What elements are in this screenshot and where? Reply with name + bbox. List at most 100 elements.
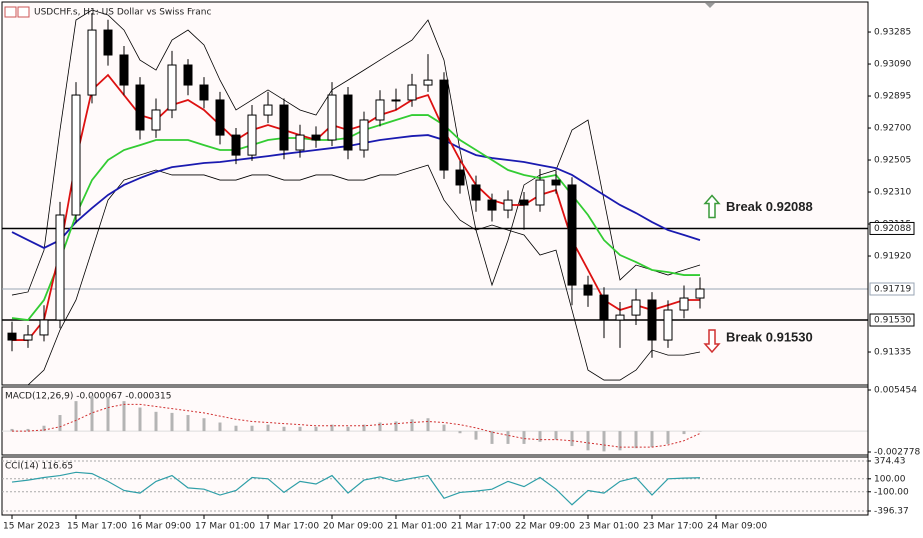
candle-body xyxy=(231,134,241,156)
macd-bar xyxy=(154,411,158,432)
candle-body xyxy=(375,99,385,121)
candle-body xyxy=(7,332,17,341)
macd-bar xyxy=(282,426,286,432)
candle-body xyxy=(167,64,177,111)
y-tick-label: 0.93285 xyxy=(874,28,911,38)
annotation: Break 0.91530 xyxy=(726,329,813,344)
indicator-line xyxy=(11,9,701,296)
macd-bar xyxy=(602,431,606,452)
candle-body xyxy=(567,184,577,286)
macd-bar xyxy=(330,424,334,432)
candle-body xyxy=(151,109,161,131)
macd-bar xyxy=(138,407,142,432)
macd-bar xyxy=(682,431,686,435)
macd-bar xyxy=(586,431,590,451)
level-label: 0.91719 xyxy=(874,285,911,295)
macd-bar xyxy=(554,431,558,440)
level-box xyxy=(869,282,915,296)
macd-bar xyxy=(186,415,190,432)
candle-body xyxy=(103,29,113,56)
candle-body xyxy=(551,179,561,186)
x-tick-label: 23 Mar 17:00 xyxy=(643,522,703,532)
candle-body xyxy=(215,99,225,136)
macd-bar xyxy=(170,412,174,432)
candle-body xyxy=(583,284,593,296)
candle-body xyxy=(679,297,689,311)
macd-bar xyxy=(378,422,382,432)
macd-bar xyxy=(410,419,414,432)
y-tick-label: -100.00 xyxy=(874,487,909,497)
macd-bar xyxy=(74,401,78,432)
macd-panel xyxy=(1,386,869,456)
candle-body xyxy=(279,104,289,151)
macd-bar xyxy=(346,426,350,432)
macd-bar xyxy=(298,426,302,432)
x-tick-label: 17 Mar 17:00 xyxy=(259,522,319,532)
x-tick-label: 17 Mar 01:00 xyxy=(195,522,255,532)
y-tick-label: 0.91920 xyxy=(874,252,911,262)
x-tick-label: 24 Mar 09:00 xyxy=(707,522,767,532)
macd-bar xyxy=(234,425,238,432)
candle-body xyxy=(311,134,321,141)
level-box xyxy=(869,221,915,235)
macd-bar xyxy=(506,431,510,444)
candle-body xyxy=(23,334,33,341)
candle-body xyxy=(455,169,465,186)
y-tick-label: 100.00 xyxy=(874,474,906,484)
level-box xyxy=(869,313,915,327)
macd-bar xyxy=(202,418,206,432)
cci-line xyxy=(11,471,701,506)
macd-bar xyxy=(26,428,30,432)
macd-title: MACD(12,26,9) -0.000067 -0.000315 xyxy=(5,392,171,402)
candle-body xyxy=(663,309,673,341)
chart-title: USDCHF.s, H1: US Dollar vs Swiss Franc xyxy=(34,8,211,18)
candle-body xyxy=(39,319,49,336)
macd-bar xyxy=(362,424,366,432)
candle-body xyxy=(471,184,481,201)
candle-body xyxy=(327,94,337,141)
candle-body xyxy=(407,84,417,101)
macd-bar xyxy=(618,431,622,451)
y-tick-label: 0.92895 xyxy=(874,92,911,102)
x-tick-label: 16 Mar 09:00 xyxy=(131,522,191,532)
macd-bar xyxy=(426,418,430,432)
macd-bar xyxy=(106,396,110,432)
candle-body xyxy=(647,299,657,341)
y-tick-label: 0.92505 xyxy=(874,156,911,166)
candle-body xyxy=(503,199,513,211)
candle-body xyxy=(55,214,65,321)
price-panel xyxy=(1,1,869,386)
x-tick-label: 20 Mar 09:00 xyxy=(323,522,383,532)
y-tick-label: -0.002778 xyxy=(874,448,920,458)
macd-bar xyxy=(442,424,446,432)
candle-body xyxy=(183,64,193,86)
y-tick-label: -396.37 xyxy=(874,507,909,517)
shift-marker xyxy=(705,3,715,8)
candle-body xyxy=(631,299,641,316)
candle-body xyxy=(199,84,209,101)
chart-icon[interactable] xyxy=(17,6,30,18)
y-tick-label: 374.43 xyxy=(874,457,906,467)
candle-body xyxy=(519,199,529,206)
macd-bar xyxy=(122,401,126,432)
level-label: 0.92088 xyxy=(874,224,911,234)
macd-bar xyxy=(538,431,542,442)
x-tick-label: 15 Mar 17:00 xyxy=(67,522,127,532)
candle-body xyxy=(343,94,353,151)
signal-line xyxy=(12,403,701,448)
indicator-line xyxy=(12,73,700,341)
annotation: Break 0.92088 xyxy=(726,199,813,214)
macd-bar xyxy=(458,431,462,434)
candle-body xyxy=(615,314,625,321)
menu-icon[interactable] xyxy=(4,6,17,18)
x-tick-label: 21 Mar 17:00 xyxy=(451,522,511,532)
indicator-line xyxy=(11,114,700,321)
candle-body xyxy=(263,104,273,116)
macd-bar xyxy=(650,431,654,448)
macd-bar xyxy=(698,431,702,432)
y-tick-label: 0.93090 xyxy=(874,60,911,70)
macd-bar xyxy=(474,431,478,440)
candle-body xyxy=(695,288,705,299)
candle-body xyxy=(295,134,305,151)
